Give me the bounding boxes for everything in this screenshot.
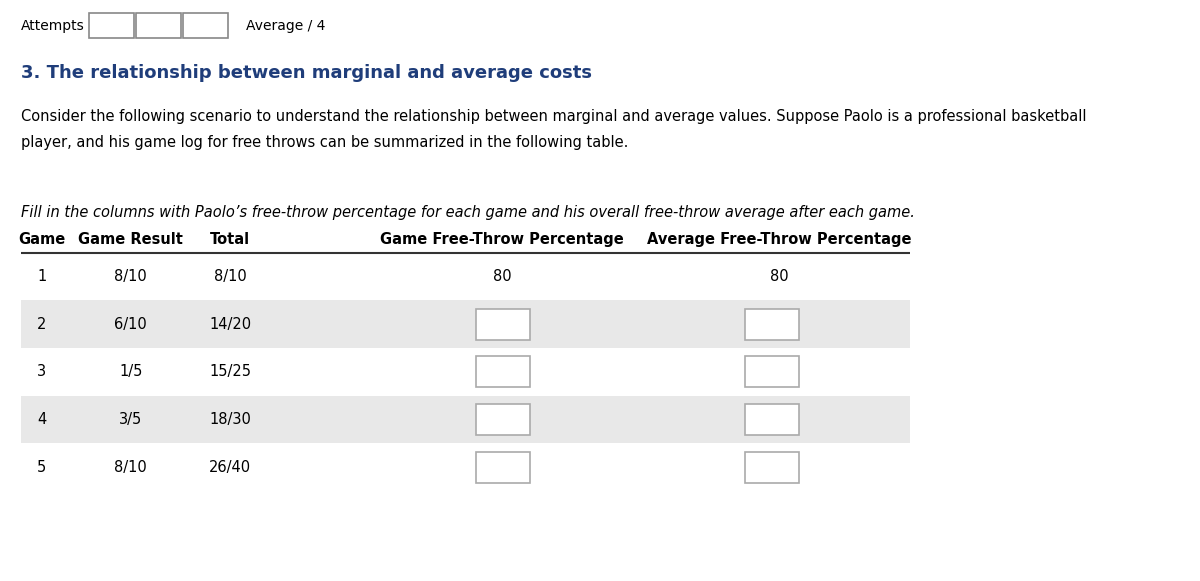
Text: 4: 4 <box>37 412 47 427</box>
FancyBboxPatch shape <box>89 13 134 38</box>
Text: 3. The relationship between marginal and average costs: 3. The relationship between marginal and… <box>20 64 592 81</box>
Text: 80: 80 <box>493 269 511 284</box>
Text: 8/10: 8/10 <box>214 269 246 284</box>
FancyBboxPatch shape <box>136 13 181 38</box>
Text: Average / 4: Average / 4 <box>246 19 325 33</box>
Text: Attempts: Attempts <box>20 19 85 33</box>
FancyBboxPatch shape <box>745 451 799 483</box>
Text: Consider the following scenario to understand the relationship between marginal : Consider the following scenario to under… <box>20 109 1086 124</box>
Text: Game Free-Throw Percentage: Game Free-Throw Percentage <box>380 232 624 247</box>
Text: 1/5: 1/5 <box>119 364 143 379</box>
Text: 8/10: 8/10 <box>114 460 148 475</box>
Text: 8/10: 8/10 <box>114 269 148 284</box>
Text: 6/10: 6/10 <box>114 317 148 332</box>
FancyBboxPatch shape <box>476 451 530 483</box>
Text: 80: 80 <box>770 269 788 284</box>
FancyBboxPatch shape <box>476 356 530 388</box>
FancyBboxPatch shape <box>476 309 530 340</box>
FancyBboxPatch shape <box>745 309 799 340</box>
Text: 18/30: 18/30 <box>209 412 251 427</box>
FancyBboxPatch shape <box>20 300 910 348</box>
Text: 3/5: 3/5 <box>119 412 143 427</box>
Text: 5: 5 <box>37 460 47 475</box>
Text: Game: Game <box>18 232 66 247</box>
Text: Average Free-Throw Percentage: Average Free-Throw Percentage <box>647 232 912 247</box>
FancyBboxPatch shape <box>184 13 228 38</box>
FancyBboxPatch shape <box>745 404 799 435</box>
FancyBboxPatch shape <box>476 404 530 435</box>
Text: 26/40: 26/40 <box>209 460 251 475</box>
Text: Fill in the columns with Paolo’s free-throw percentage for each game and his ove: Fill in the columns with Paolo’s free-th… <box>20 205 914 220</box>
Text: Total: Total <box>210 232 250 247</box>
Text: player, and his game log for free throws can be summarized in the following tabl: player, and his game log for free throws… <box>20 135 629 150</box>
FancyBboxPatch shape <box>745 356 799 388</box>
Text: Game Result: Game Result <box>78 232 184 247</box>
FancyBboxPatch shape <box>20 396 910 443</box>
Text: 14/20: 14/20 <box>209 317 251 332</box>
Text: 3: 3 <box>37 364 47 379</box>
Text: 2: 2 <box>37 317 47 332</box>
Text: 1: 1 <box>37 269 47 284</box>
Text: 15/25: 15/25 <box>209 364 251 379</box>
